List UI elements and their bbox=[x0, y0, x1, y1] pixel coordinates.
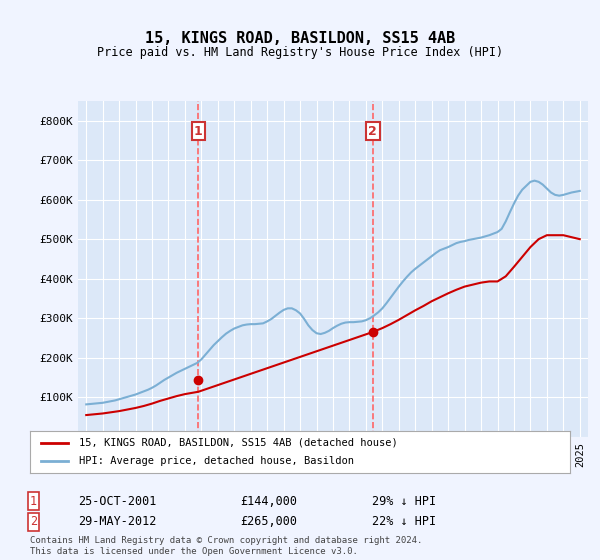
Text: Contains HM Land Registry data © Crown copyright and database right 2024.
This d: Contains HM Land Registry data © Crown c… bbox=[30, 536, 422, 556]
Text: 29-MAY-2012: 29-MAY-2012 bbox=[78, 515, 157, 529]
Text: £265,000: £265,000 bbox=[240, 515, 297, 529]
Text: 1: 1 bbox=[194, 124, 203, 138]
Text: Price paid vs. HM Land Registry's House Price Index (HPI): Price paid vs. HM Land Registry's House … bbox=[97, 46, 503, 59]
Text: 29% ↓ HPI: 29% ↓ HPI bbox=[372, 494, 436, 508]
Text: 1: 1 bbox=[30, 494, 37, 508]
Text: 25-OCT-2001: 25-OCT-2001 bbox=[78, 494, 157, 508]
Text: 2: 2 bbox=[30, 515, 37, 529]
Text: HPI: Average price, detached house, Basildon: HPI: Average price, detached house, Basi… bbox=[79, 456, 353, 466]
Text: 15, KINGS ROAD, BASILDON, SS15 4AB: 15, KINGS ROAD, BASILDON, SS15 4AB bbox=[145, 31, 455, 46]
Text: 22% ↓ HPI: 22% ↓ HPI bbox=[372, 515, 436, 529]
Text: 2: 2 bbox=[368, 124, 377, 138]
Text: £144,000: £144,000 bbox=[240, 494, 297, 508]
Text: 15, KINGS ROAD, BASILDON, SS15 4AB (detached house): 15, KINGS ROAD, BASILDON, SS15 4AB (deta… bbox=[79, 438, 397, 448]
